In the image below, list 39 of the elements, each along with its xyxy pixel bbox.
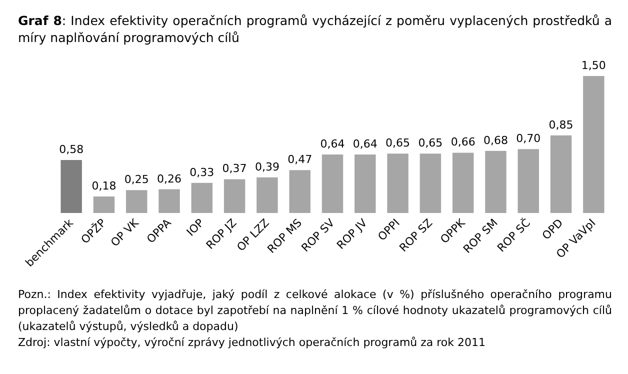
data-label: 1,50 — [581, 59, 606, 72]
bar — [452, 152, 474, 213]
x-tick-label: IOP — [184, 216, 207, 239]
data-label: 0,47 — [288, 153, 312, 166]
data-label: 0,70 — [516, 132, 541, 146]
bar — [289, 170, 310, 213]
data-label: 0,85 — [548, 118, 574, 132]
text: Pozn.: Index efektivity vyjadřuje, jaký podíl z celkové alokace (v %) příslušného operačního programu proplacený žadatelům o dotace byl zapotřebí na naplnění 1 % cílové hodnoty ukazatelů programových cílů (ukazatelů výstupů, výsledků a dopadu) — [18, 287, 612, 335]
bar — [387, 154, 408, 213]
bar — [485, 150, 506, 213]
chart-title: Graf 8: Index efektivity operačních programů vycházející z poměru vyplacených prostředků a míry naplňování programových cílů — [18, 12, 612, 46]
bar — [420, 154, 442, 213]
bar — [256, 177, 278, 213]
bar — [93, 196, 115, 213]
bar — [191, 182, 213, 213]
bar — [322, 154, 344, 213]
bar — [550, 135, 572, 213]
bar — [354, 154, 376, 213]
bar — [126, 190, 148, 213]
data-label: 0,18 — [92, 180, 116, 193]
data-label: 0,37 — [222, 162, 247, 176]
bar — [60, 160, 82, 213]
text: Zdroj: vlastní výpočty, výroční zprávy jednotlivých operačních programů za rok 2011 — [18, 335, 487, 351]
data-label: 0,68 — [483, 134, 508, 147]
bar — [158, 189, 180, 213]
data-label: 0,65 — [386, 136, 410, 150]
data-label: 0,64 — [320, 138, 345, 151]
data-label: 0,66 — [450, 136, 476, 149]
data-label: 0,65 — [418, 136, 443, 150]
data-label: 0,26 — [157, 172, 182, 186]
bar — [583, 76, 604, 213]
data-label: 0,25 — [124, 173, 149, 186]
bar — [224, 179, 246, 213]
data-label: 0,64 — [352, 138, 378, 151]
data-label: 0,58 — [59, 143, 84, 156]
data-label: 0,39 — [254, 160, 280, 174]
x-tick-label: OP VK — [108, 216, 142, 250]
bar — [518, 149, 539, 213]
data-label: 0,33 — [190, 166, 214, 179]
